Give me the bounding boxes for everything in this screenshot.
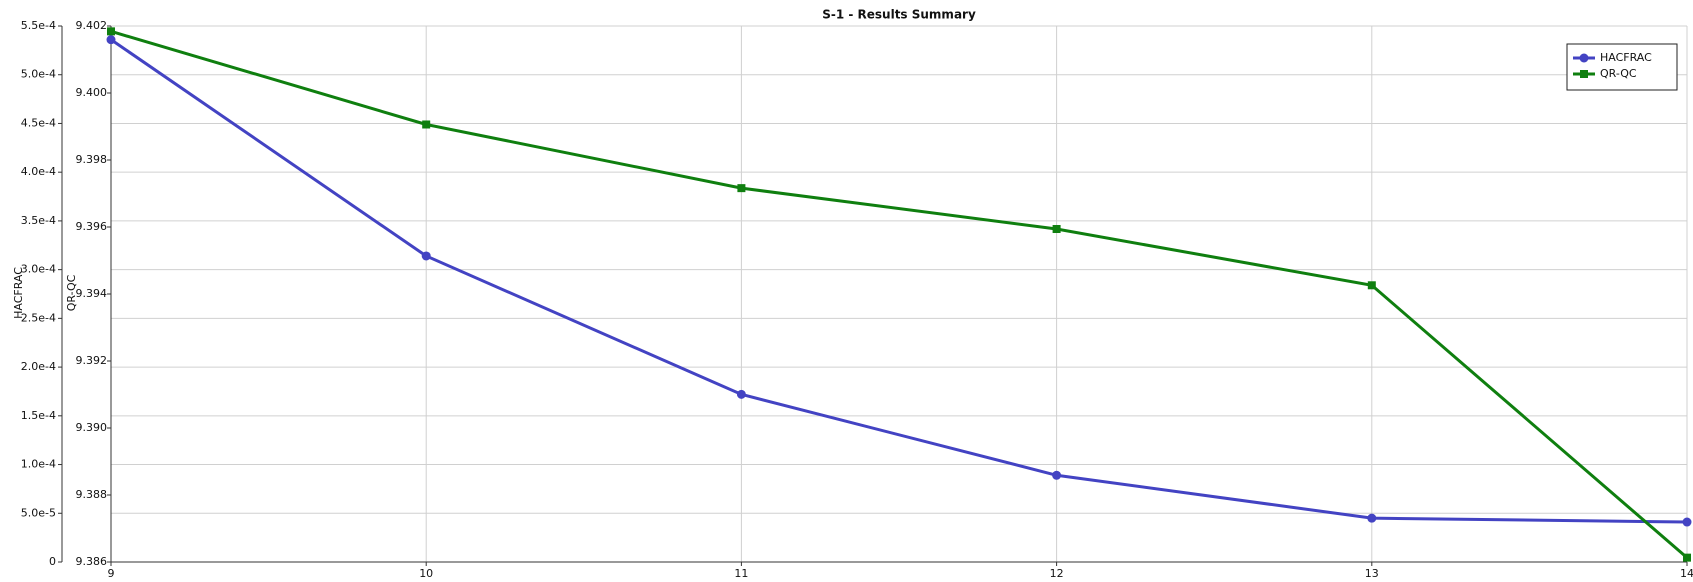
data-point: [1052, 470, 1062, 480]
data-point: [421, 251, 431, 261]
x-tick-label: 13: [1365, 567, 1379, 580]
series-line: [110, 29, 1688, 559]
legend: HACFRAC QR-QC: [1566, 43, 1678, 91]
y-tick-label: 4.5e-4: [21, 116, 56, 129]
legend-label: HACFRAC: [1600, 51, 1652, 64]
y-tick-label: 5.0e-5: [21, 506, 56, 519]
data-point: [736, 389, 746, 399]
data-point: [106, 35, 116, 45]
y-tick-label: 4.0e-4: [21, 165, 56, 178]
y-tick-label: 2.0e-4: [21, 360, 56, 373]
series-line: [110, 38, 1688, 524]
data-point: [1367, 513, 1377, 523]
x-tick-label: 11: [734, 567, 748, 580]
legend-marker: [1580, 70, 1588, 78]
y2-tick-label: 9.394: [76, 287, 108, 300]
y-tick-label: 2.5e-4: [21, 311, 56, 324]
y2-tick-label: 9.400: [76, 86, 108, 99]
data-point: [1683, 553, 1691, 562]
y2-tick-label: 9.396: [76, 220, 108, 233]
x-tick-label: 12: [1050, 567, 1064, 580]
legend-label: QR-QC: [1600, 67, 1637, 80]
y-tick-label: 1.0e-4: [21, 458, 56, 471]
data-point: [422, 120, 431, 129]
data-point: [737, 184, 746, 193]
y-tick-label: 1.5e-4: [21, 409, 56, 422]
y2-tick-label: 9.392: [76, 354, 108, 367]
data-point: [1052, 225, 1061, 234]
y2-tick-label: 9.388: [76, 488, 108, 501]
y2-tick-label: 9.402: [76, 19, 108, 32]
y2-tick-label: 9.386: [76, 555, 108, 568]
y2-axis-label: QR-QC: [65, 274, 78, 311]
y-axis-label: HACFRAC: [12, 267, 25, 319]
x-tick-label: 10: [419, 567, 433, 580]
y-tick-label: 0: [49, 555, 56, 568]
y-tick-label: 3.5e-4: [21, 214, 56, 227]
y2-tick-label: 9.390: [76, 421, 108, 434]
y2-tick-label: 9.398: [76, 153, 108, 166]
data-point: [1367, 281, 1376, 290]
data-point: [107, 27, 115, 36]
data-point: [1682, 517, 1692, 527]
y-tick-label: 3.0e-4: [21, 263, 56, 276]
y-tick-label: 5.0e-4: [21, 68, 56, 81]
chart-title: S-1 - Results Summary: [822, 8, 976, 22]
x-tick-label: 14: [1680, 567, 1693, 580]
legend-box: [1566, 43, 1678, 91]
x-tick-label: 9: [108, 567, 115, 580]
legend-marker: [1579, 53, 1589, 63]
y-tick-label: 5.5e-4: [21, 19, 56, 32]
